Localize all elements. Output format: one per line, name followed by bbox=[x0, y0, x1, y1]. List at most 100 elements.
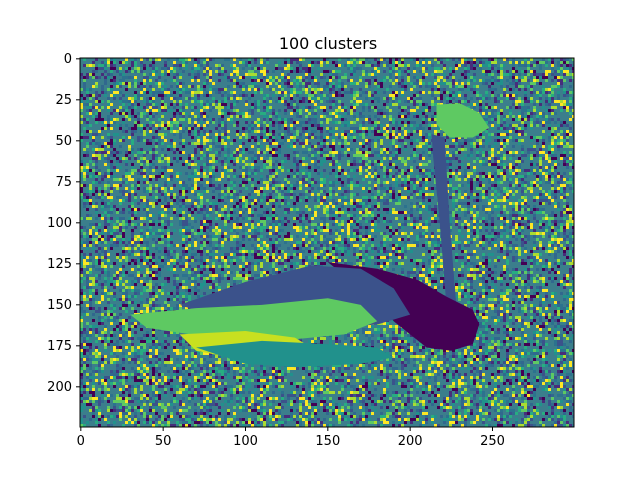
noise-pixel bbox=[128, 82, 131, 85]
noise-pixel bbox=[491, 202, 494, 205]
noise-pixel bbox=[134, 85, 137, 88]
noise-pixel bbox=[500, 64, 503, 67]
noise-pixel bbox=[566, 178, 569, 181]
noise-pixel bbox=[218, 91, 221, 94]
noise-pixel bbox=[353, 214, 356, 217]
noise-pixel bbox=[242, 160, 245, 163]
noise-pixel bbox=[500, 169, 503, 172]
noise-pixel bbox=[242, 133, 245, 136]
noise-pixel bbox=[239, 76, 242, 79]
noise-pixel bbox=[230, 217, 233, 220]
noise-pixel bbox=[128, 217, 131, 220]
noise-pixel bbox=[176, 88, 179, 91]
noise-pixel bbox=[320, 94, 323, 97]
noise-pixel bbox=[122, 118, 125, 121]
noise-pixel bbox=[200, 121, 203, 124]
noise-pixel bbox=[560, 109, 563, 112]
noise-pixel bbox=[503, 91, 506, 94]
noise-pixel bbox=[134, 208, 137, 211]
noise-pixel bbox=[332, 88, 335, 91]
noise-pixel bbox=[359, 130, 362, 133]
noise-pixel bbox=[437, 130, 440, 133]
noise-pixel bbox=[287, 127, 290, 130]
noise-pixel bbox=[359, 76, 362, 79]
noise-pixel bbox=[401, 160, 404, 163]
noise-pixel bbox=[566, 94, 569, 97]
noise-pixel bbox=[272, 139, 275, 142]
noise-pixel bbox=[422, 109, 425, 112]
noise-pixel bbox=[149, 64, 152, 67]
noise-pixel bbox=[533, 184, 536, 187]
noise-pixel bbox=[224, 103, 227, 106]
noise-pixel bbox=[95, 91, 98, 94]
noise-pixel bbox=[476, 97, 479, 100]
noise-pixel bbox=[560, 58, 563, 61]
noise-pixel bbox=[506, 106, 509, 109]
noise-pixel bbox=[230, 112, 233, 115]
noise-pixel bbox=[260, 151, 263, 154]
noise-pixel bbox=[167, 58, 170, 61]
noise-pixel bbox=[95, 160, 98, 163]
noise-pixel bbox=[356, 118, 359, 121]
noise-pixel bbox=[152, 61, 155, 64]
noise-pixel bbox=[389, 70, 392, 73]
noise-pixel bbox=[329, 217, 332, 220]
noise-pixel bbox=[80, 106, 83, 109]
noise-pixel bbox=[290, 94, 293, 97]
noise-pixel bbox=[143, 85, 146, 88]
noise-pixel bbox=[320, 151, 323, 154]
noise-pixel bbox=[290, 190, 293, 193]
noise-pixel bbox=[107, 205, 110, 208]
noise-pixel bbox=[467, 178, 470, 181]
noise-pixel bbox=[278, 184, 281, 187]
noise-pixel bbox=[248, 109, 251, 112]
noise-pixel bbox=[245, 136, 248, 139]
noise-pixel bbox=[233, 172, 236, 175]
noise-pixel bbox=[332, 160, 335, 163]
noise-pixel bbox=[353, 115, 356, 118]
noise-pixel bbox=[170, 121, 173, 124]
noise-pixel bbox=[197, 58, 200, 61]
noise-pixel bbox=[524, 190, 527, 193]
noise-pixel bbox=[455, 220, 458, 223]
noise-pixel bbox=[506, 151, 509, 154]
noise-pixel bbox=[401, 157, 404, 160]
noise-pixel bbox=[365, 70, 368, 73]
noise-pixel bbox=[503, 208, 506, 211]
noise-pixel bbox=[302, 163, 305, 166]
noise-pixel bbox=[179, 97, 182, 100]
noise-pixel bbox=[194, 178, 197, 181]
noise-pixel bbox=[509, 202, 512, 205]
noise-pixel bbox=[530, 115, 533, 118]
noise-pixel bbox=[338, 211, 341, 214]
noise-pixel bbox=[431, 148, 434, 151]
noise-pixel bbox=[395, 199, 398, 202]
noise-pixel bbox=[326, 85, 329, 88]
noise-pixel bbox=[494, 64, 497, 67]
noise-pixel bbox=[239, 211, 242, 214]
noise-pixel bbox=[530, 124, 533, 127]
noise-pixel bbox=[365, 82, 368, 85]
noise-pixel bbox=[200, 157, 203, 160]
noise-pixel bbox=[437, 88, 440, 91]
noise-pixel bbox=[359, 169, 362, 172]
noise-pixel bbox=[299, 115, 302, 118]
noise-pixel bbox=[377, 205, 380, 208]
noise-pixel bbox=[284, 67, 287, 70]
noise-pixel bbox=[512, 64, 515, 67]
noise-pixel bbox=[437, 58, 440, 61]
noise-pixel bbox=[275, 79, 278, 82]
noise-pixel bbox=[500, 217, 503, 220]
noise-pixel bbox=[530, 187, 533, 190]
noise-pixel bbox=[473, 217, 476, 220]
noise-pixel bbox=[356, 208, 359, 211]
noise-pixel bbox=[563, 217, 566, 220]
noise-pixel bbox=[548, 190, 551, 193]
noise-pixel bbox=[179, 205, 182, 208]
noise-pixel bbox=[551, 154, 554, 157]
noise-pixel bbox=[140, 61, 143, 64]
noise-pixel bbox=[104, 211, 107, 214]
noise-pixel bbox=[494, 100, 497, 103]
noise-pixel bbox=[245, 61, 248, 64]
noise-pixel bbox=[350, 214, 353, 217]
